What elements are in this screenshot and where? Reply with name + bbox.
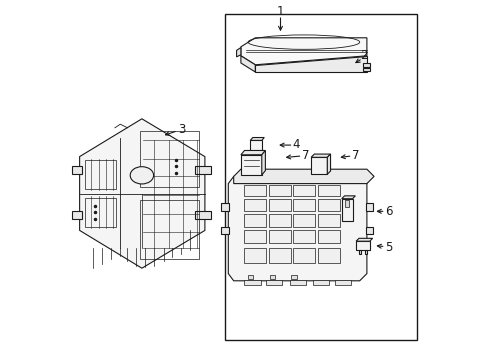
Bar <box>247 275 253 279</box>
Polygon shape <box>221 227 229 234</box>
Polygon shape <box>241 38 366 65</box>
Bar <box>317 199 339 211</box>
Bar <box>244 230 265 243</box>
Bar <box>345 200 348 207</box>
Bar <box>268 248 290 263</box>
Polygon shape <box>194 211 211 219</box>
Bar <box>293 230 314 243</box>
Polygon shape <box>251 154 253 158</box>
Text: 7: 7 <box>352 149 359 162</box>
Bar <box>140 200 199 259</box>
Bar <box>317 248 339 263</box>
Bar <box>265 280 282 285</box>
Polygon shape <box>258 154 260 158</box>
Polygon shape <box>228 176 366 281</box>
Polygon shape <box>363 63 369 67</box>
Bar <box>317 230 339 243</box>
Bar <box>268 214 290 227</box>
Polygon shape <box>80 119 204 268</box>
Text: 1: 1 <box>276 5 284 18</box>
Polygon shape <box>341 196 355 199</box>
Polygon shape <box>261 150 265 175</box>
Polygon shape <box>364 250 366 254</box>
Bar <box>244 248 265 263</box>
Polygon shape <box>341 199 352 221</box>
Bar <box>317 214 339 227</box>
Polygon shape <box>241 56 255 72</box>
Polygon shape <box>355 241 369 250</box>
Polygon shape <box>310 157 326 174</box>
Polygon shape <box>194 166 211 174</box>
Text: 5: 5 <box>384 241 391 254</box>
Text: 6: 6 <box>384 205 391 218</box>
Polygon shape <box>250 140 261 154</box>
Bar <box>289 280 305 285</box>
Polygon shape <box>72 166 81 174</box>
Polygon shape <box>255 56 366 72</box>
Bar <box>293 199 314 211</box>
Bar <box>268 199 290 211</box>
Text: 2: 2 <box>360 49 367 62</box>
Text: 7: 7 <box>302 149 309 162</box>
Polygon shape <box>355 238 372 241</box>
Bar <box>293 185 314 196</box>
Text: 3: 3 <box>178 123 185 136</box>
Polygon shape <box>236 48 241 57</box>
Polygon shape <box>363 68 369 71</box>
Bar <box>312 280 328 285</box>
Bar <box>293 214 314 227</box>
Bar <box>140 131 199 187</box>
Ellipse shape <box>130 167 153 184</box>
Bar <box>85 160 116 189</box>
Polygon shape <box>241 150 265 155</box>
Polygon shape <box>233 169 373 184</box>
Bar <box>269 275 275 279</box>
Bar <box>268 185 290 196</box>
Polygon shape <box>366 227 373 234</box>
Bar <box>293 248 314 263</box>
Polygon shape <box>241 155 261 175</box>
Bar <box>244 214 265 227</box>
Polygon shape <box>221 203 229 211</box>
Polygon shape <box>250 138 264 140</box>
Bar <box>244 185 265 196</box>
Text: 4: 4 <box>292 138 300 150</box>
Polygon shape <box>326 154 330 174</box>
Bar <box>244 280 260 285</box>
Bar <box>291 275 296 279</box>
Bar <box>334 280 350 285</box>
Polygon shape <box>72 211 81 219</box>
Bar <box>317 185 339 196</box>
Bar <box>224 14 416 340</box>
Bar <box>244 199 265 211</box>
Polygon shape <box>310 154 330 157</box>
Polygon shape <box>366 203 373 211</box>
Polygon shape <box>358 250 361 254</box>
Bar <box>268 230 290 243</box>
Bar <box>85 198 116 227</box>
